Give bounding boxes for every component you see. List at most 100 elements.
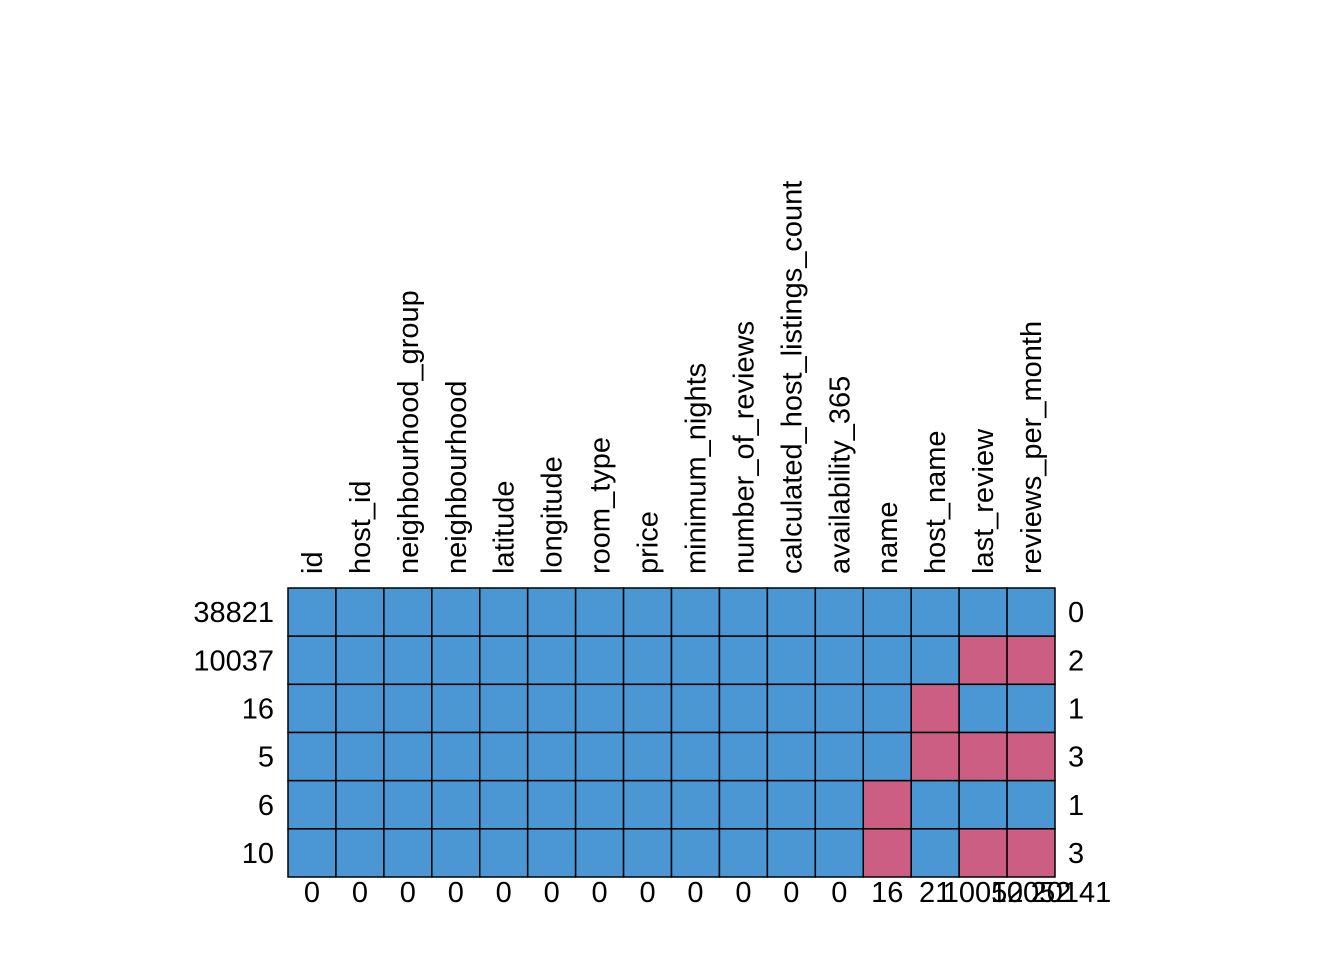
column-missing-total: 0 (831, 877, 847, 909)
column-label: calculated_host_listings_count (776, 181, 808, 574)
cell-r3-c9 (718, 731, 769, 782)
cell-r5-c2 (383, 828, 433, 878)
column-missing-total: 0 (544, 877, 560, 909)
column-missing-total: 0 (448, 877, 464, 909)
cell-r3-c7 (622, 731, 673, 782)
cell-r5-c4 (479, 828, 529, 878)
cell-r3-c3 (431, 731, 481, 782)
cell-r2-c9 (718, 683, 769, 734)
cell-r3-c14 (958, 731, 1008, 782)
column-missing-total: 10052 (991, 877, 1072, 909)
cell-r1-c15 (1006, 635, 1056, 686)
row-count-label: 10037 (193, 645, 274, 677)
cell-r2-c7 (622, 683, 673, 734)
cell-r5-c11 (814, 828, 864, 878)
cell-r4-c2 (383, 779, 433, 830)
cell-r5-c13 (910, 828, 960, 878)
column-missing-total: 0 (400, 877, 416, 909)
cell-r1-c11 (814, 635, 864, 686)
cell-r5-c5 (526, 828, 577, 878)
cell-r3-c6 (574, 731, 625, 782)
cell-r4-c10 (766, 779, 817, 830)
cell-r3-c8 (670, 731, 721, 782)
cell-r0-c12 (862, 587, 912, 637)
column-missing-total: 0 (496, 877, 512, 909)
cell-r5-c10 (766, 828, 817, 878)
row-missing-total: 0 (1068, 597, 1084, 629)
row-missing-total: 3 (1068, 838, 1084, 870)
cell-r5-c1 (335, 828, 385, 878)
cell-r5-c9 (718, 828, 769, 878)
cell-r4-c6 (574, 779, 625, 830)
cell-r0-c5 (526, 587, 577, 637)
cell-r1-c6 (574, 635, 625, 686)
column-missing-total: 0 (735, 877, 751, 909)
cell-r1-c13 (910, 635, 960, 686)
cell-r2-c15 (1006, 683, 1056, 734)
column-label: neighbourhood_group (393, 290, 425, 574)
row-missing-total: 3 (1068, 742, 1084, 774)
cell-r1-c10 (766, 635, 817, 686)
grand-missing-total: 20141 (1031, 877, 1112, 909)
column-label: availability_365 (824, 376, 856, 574)
cell-r0-c1 (335, 587, 385, 637)
column-missing-total: 0 (639, 877, 655, 909)
cell-r2-c13 (910, 683, 960, 734)
cell-r1-c3 (431, 635, 481, 686)
cell-r3-c12 (862, 731, 912, 782)
cell-r1-c7 (622, 635, 673, 686)
cell-r0-c13 (910, 587, 960, 637)
cell-r0-c0 (287, 587, 337, 637)
column-label: number_of_reviews (728, 321, 760, 574)
column-missing-total: 0 (592, 877, 608, 909)
cell-r4-c8 (670, 779, 721, 830)
row-missing-total: 2 (1068, 645, 1084, 677)
cell-r2-c2 (383, 683, 433, 734)
cell-r3-c1 (335, 731, 385, 782)
column-label: host_name (920, 431, 952, 575)
column-missing-total: 10052 (943, 877, 1024, 909)
cell-r2-c1 (335, 683, 385, 734)
row-count-label: 6 (258, 790, 274, 822)
cell-r0-c7 (622, 587, 673, 637)
cell-r4-c7 (622, 779, 673, 830)
cell-r1-c0 (287, 635, 337, 686)
cell-r1-c14 (958, 635, 1008, 686)
cell-r3-c15 (1006, 731, 1056, 782)
column-label: reviews_per_month (1016, 321, 1048, 574)
cell-r5-c6 (574, 828, 625, 878)
cell-r4-c4 (479, 779, 529, 830)
cell-r0-c4 (479, 587, 529, 637)
column-label: id (297, 551, 329, 574)
column-label: host_id (345, 480, 377, 574)
cell-r3-c11 (814, 731, 864, 782)
cell-r4-c5 (526, 779, 577, 830)
row-count-label: 38821 (193, 597, 274, 629)
cell-r2-c0 (287, 683, 337, 734)
cell-r0-c8 (670, 587, 721, 637)
cell-r1-c8 (670, 635, 721, 686)
row-count-labels: 38821 10037 16 5 6 10 (193, 597, 274, 870)
cell-r5-c3 (431, 828, 481, 878)
cell-r1-c2 (383, 635, 433, 686)
cell-r5-c0 (287, 828, 337, 878)
cell-r4-c3 (431, 779, 481, 830)
cell-r2-c6 (574, 683, 625, 734)
column-missing-total: 21 (919, 877, 951, 909)
cell-r0-c3 (431, 587, 481, 637)
cell-r3-c4 (479, 731, 529, 782)
cell-r2-c10 (766, 683, 817, 734)
cell-r5-c15 (1006, 828, 1056, 878)
cell-r4-c11 (814, 779, 864, 830)
pattern-grid (287, 587, 1056, 878)
column-label: name (872, 501, 904, 574)
row-count-label: 16 (242, 693, 274, 725)
column-label: room_type (585, 437, 617, 574)
cell-r4-c1 (335, 779, 385, 830)
cell-r4-c9 (718, 779, 769, 830)
cell-r0-c15 (1006, 587, 1056, 637)
cell-r5-c12 (862, 828, 912, 878)
cell-r2-c14 (958, 683, 1008, 734)
column-missing-total: 0 (783, 877, 799, 909)
cell-r2-c4 (479, 683, 529, 734)
